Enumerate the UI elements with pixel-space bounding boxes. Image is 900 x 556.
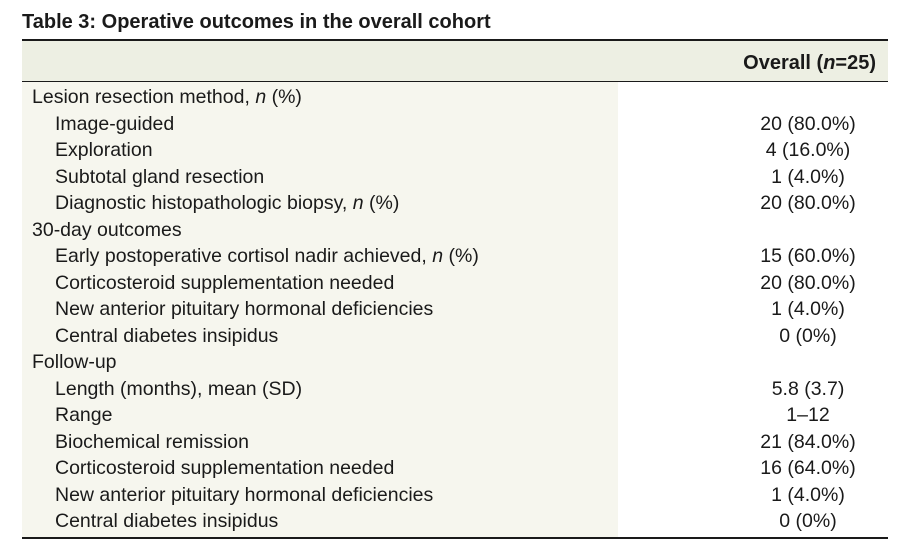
table-row: Central diabetes insipidus 0 (0%) (22, 323, 888, 350)
row-label-tail: (%) (266, 86, 302, 108)
row-label-text: Corticosteroid supplementation needed (55, 271, 395, 294)
row-value: 4 (16.0%) (765, 139, 851, 161)
row-label: Diagnostic histopathologic biopsy, n (%) (55, 190, 399, 217)
row-value: 1 (4.0%) (771, 298, 845, 320)
row-label: New anterior pituitary hormonal deficien… (55, 482, 433, 509)
row-label-text: Range (55, 404, 113, 426)
table-row: Lesion resection method, n (%) (22, 84, 888, 111)
row-label-text: Image-guided (55, 112, 175, 135)
table-row: Early postoperative cortisol nadir achie… (22, 243, 888, 270)
row-label-text: Corticosteroid supplementation needed (55, 457, 395, 479)
table-row: Corticosteroid supplementation needed 20 … (22, 270, 888, 297)
row-value: 20 (80.0%) (760, 192, 856, 214)
table-row: Image-guided 20 (80.0%) (22, 111, 888, 138)
column-header-overall: Overall (n=25) (22, 52, 876, 75)
row-label-text: New anterior pituitary hormonal deficien… (55, 298, 434, 320)
table-row: New anterior pituitary hormonal deficien… (22, 296, 888, 323)
row-label: Image-guided (55, 111, 174, 138)
row-label-text: Central diabetes insipidus (55, 324, 279, 347)
top-rule (22, 39, 888, 41)
column-header-prefix: Overall ( (743, 52, 824, 74)
row-label-text: Exploration (55, 139, 153, 161)
table-row: Range 1–12 (22, 402, 888, 429)
table-row: Exploration 4 (16.0%) (22, 137, 888, 164)
row-label-text: Early postoperative cortisol nadir achie… (55, 245, 433, 267)
bottom-rule (22, 537, 888, 539)
row-label: New anterior pituitary hormonal deficien… (55, 296, 433, 323)
row-label-tail: (%) (443, 245, 479, 267)
row-label: Exploration (55, 137, 153, 164)
table-body: Lesion resection method, n (%) Image-guid… (22, 84, 888, 535)
row-label: Lesion resection method, n (%) (32, 84, 302, 111)
row-label: Length (months), mean (SD) (55, 376, 302, 403)
row-label-text: Length (months), mean (SD) (55, 377, 303, 400)
row-label-text: Central diabetes insipidus (55, 510, 279, 532)
row-value: 1 (4.0%) (771, 483, 845, 506)
row-value: 5.8 (3.7) (771, 377, 845, 400)
row-value: 16 (64.0%) (760, 457, 856, 479)
table-row: New anterior pituitary hormonal deficien… (22, 482, 888, 509)
table-row: Corticosteroid supplementation needed 16 … (22, 455, 888, 482)
table-row: Central diabetes insipidus 0 (0%) (22, 508, 888, 535)
row-label-text: New anterior pituitary hormonal deficien… (55, 483, 434, 506)
row-label: Central diabetes insipidus (55, 323, 278, 350)
row-label-text: Lesion resection method, (32, 86, 256, 108)
row-label-text: Diagnostic histopathologic biopsy, (55, 192, 353, 214)
row-label: Follow-up (32, 349, 117, 376)
table-row: Biochemical remission 21 (84.0%) (22, 429, 888, 456)
row-value: 0 (0%) (779, 324, 837, 347)
row-label: Early postoperative cortisol nadir achie… (55, 243, 479, 270)
header-rule (22, 81, 888, 82)
row-label-italic: n (352, 192, 364, 214)
label-column-band (22, 82, 618, 537)
column-header-suffix: =25) (835, 52, 876, 74)
row-value: 15 (60.0%) (760, 245, 856, 267)
row-label: Corticosteroid supplementation needed (55, 270, 394, 297)
column-header-n: n (823, 52, 836, 74)
row-label: Biochemical remission (55, 429, 249, 456)
row-value: 0 (0%) (779, 510, 837, 532)
row-label-text: Biochemical remission (55, 430, 249, 453)
row-label: Corticosteroid supplementation needed (55, 455, 394, 482)
row-label-italic: n (432, 245, 444, 267)
row-label-text: 30-day outcomes (32, 218, 182, 241)
row-label-italic: n (255, 86, 267, 108)
table-row: 30-day outcomes (22, 217, 888, 244)
row-label-text: Follow-up (32, 351, 117, 373)
header-band (22, 41, 888, 81)
table-row: Subtotal gland resection 1 (4.0%) (22, 164, 888, 191)
row-label: Range (55, 402, 112, 429)
table-row: Diagnostic histopathologic biopsy, n (%)… (22, 190, 888, 217)
row-value: 1 (4.0%) (771, 165, 845, 188)
row-label-text: Subtotal gland resection (55, 165, 265, 188)
row-label: Subtotal gland resection (55, 164, 264, 191)
row-value: 20 (80.0%) (760, 271, 856, 294)
row-value: 21 (84.0%) (760, 430, 856, 453)
row-label: Central diabetes insipidus (55, 508, 278, 535)
row-label: 30-day outcomes (32, 217, 182, 244)
row-value: 20 (80.0%) (760, 112, 856, 135)
row-value: 1–12 (786, 404, 830, 426)
table-title: Table 3: Operative outcomes in the overa… (22, 11, 491, 33)
table-row: Length (months), mean (SD) 5.8 (3.7) (22, 376, 888, 403)
row-label-tail: (%) (363, 192, 400, 214)
table-row: Follow-up (22, 349, 888, 376)
